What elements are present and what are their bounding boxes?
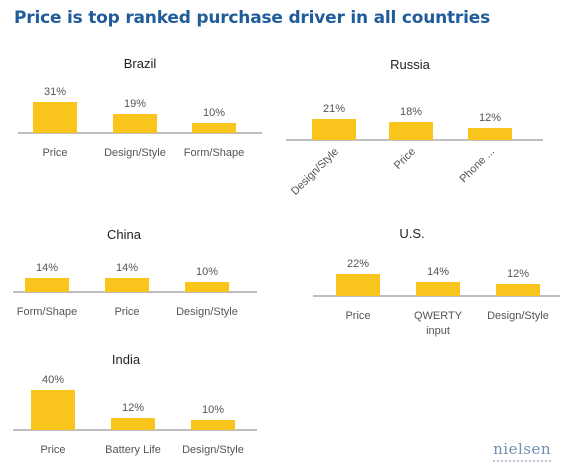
logo-dots [493,460,551,462]
data-label-us-1: 22% [347,258,369,270]
tick-label-us-2: QWERTY input [414,310,463,337]
tick-label-russia-3: Phone ... [457,146,497,186]
tick-label-brazil-2: Design/Style [104,147,166,159]
data-label-us-2: 14% [427,266,449,278]
data-label-brazil-3: 10% [203,107,225,119]
chart-title-india: India [112,352,141,367]
chart-title-russia: Russia [390,57,431,72]
bar-brazil-2 [113,114,157,133]
data-label-india-1: 40% [42,374,64,386]
bar-india-2 [111,418,155,430]
tick-label-russia-2: Price [392,146,418,172]
chart-title-us: U.S. [399,226,424,241]
data-label-russia-3: 12% [479,112,501,124]
bar-russia-1 [312,119,356,140]
tick-label-china-1: Form/Shape [17,306,78,318]
tick-label-brazil-3: Form/Shape [184,147,245,159]
bar-india-1 [31,390,75,430]
data-label-russia-1: 21% [323,103,345,115]
bar-us-3 [496,284,540,296]
tick-label-india-1: Price [40,444,65,456]
bar-brazil-1 [33,102,77,133]
data-label-china-3: 10% [196,266,218,278]
bar-russia-3 [468,128,512,140]
data-label-india-3: 10% [202,404,224,416]
data-label-china-1: 14% [36,262,58,274]
tick-label-us-3: Design/Style [487,310,549,322]
tick-label-india-2: Battery Life [105,444,161,456]
tick-label-china-3: Design/Style [176,306,238,318]
tick-label-china-2: Price [114,306,139,318]
logo-text: nielsen [493,440,551,458]
bar-us-2 [416,282,460,296]
bar-brazil-3 [192,123,236,133]
tick-label-russia-1: Design/Style [289,146,341,198]
data-label-us-3: 12% [507,268,529,280]
tick-label-india-3: Design/Style [182,444,244,456]
bar-china-3 [185,282,229,292]
bar-china-2 [105,278,149,292]
page-title: Price is top ranked purchase driver in a… [14,8,490,28]
bar-us-1 [336,274,380,296]
chart-title-china: China [107,227,142,242]
nielsen-logo: nielsen [493,440,551,462]
tick-label-brazil-1: Price [42,147,67,159]
data-label-brazil-2: 19% [124,98,146,110]
bar-china-1 [25,278,69,292]
data-label-china-2: 14% [116,262,138,274]
bar-india-3 [191,420,235,430]
data-label-russia-2: 18% [400,106,422,118]
bar-russia-2 [389,122,433,140]
data-label-india-2: 12% [122,402,144,414]
data-label-brazil-1: 31% [44,86,66,98]
tick-label-us-1: Price [345,310,370,322]
chart-title-brazil: Brazil [124,56,157,71]
